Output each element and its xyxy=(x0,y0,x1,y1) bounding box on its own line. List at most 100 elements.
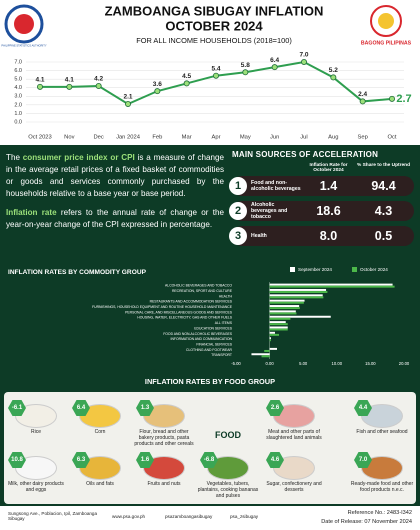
point xyxy=(212,72,219,79)
bar xyxy=(269,301,304,304)
data-label: 4.1 xyxy=(35,77,44,84)
point xyxy=(271,64,278,71)
category-label: ALCOHOLIC BEVERAGES AND TOBACCO xyxy=(165,284,232,288)
category-label: EDUCATION SERVICES xyxy=(194,326,232,330)
inflation-definition: Inflation rate refers to the annual rate… xyxy=(6,207,224,231)
source-row: 2 Alcoholic beverages and tobacco 18.6 4.3 xyxy=(229,201,414,221)
category-label: HEALTH xyxy=(219,294,233,298)
bar xyxy=(269,310,296,313)
x-tick-label: Dec xyxy=(94,135,104,141)
bar xyxy=(269,317,291,320)
data-label: 5.4 xyxy=(211,65,220,72)
x-tick-label: May xyxy=(240,135,251,141)
bar xyxy=(269,321,286,324)
share: 4.3 xyxy=(374,204,393,218)
category-label: TRANSPORT xyxy=(211,353,232,357)
y-tick-label: 0.0 xyxy=(14,119,22,125)
bar xyxy=(269,307,300,310)
sources-title: MAIN SOURCES OF ACCELERATION xyxy=(232,150,379,159)
rank: 1 xyxy=(229,177,247,195)
y-tick-label: 4.0 xyxy=(14,85,22,91)
point xyxy=(359,98,366,105)
y-tick-label: 6.0 xyxy=(14,68,22,74)
x-tick-label: Apr xyxy=(211,135,220,141)
x-tick-label: Sep xyxy=(358,135,368,141)
x-tick-label: Feb xyxy=(152,135,162,141)
data-label: 6.4 xyxy=(270,57,279,64)
bar xyxy=(269,315,331,318)
bar xyxy=(269,283,393,286)
bar xyxy=(269,285,395,288)
sources-header: Inflation Rate for October 2024 % Share … xyxy=(232,163,414,173)
term: Inflation rate xyxy=(6,207,57,217)
bagong-pilipinas-text: BAGONG PILIPINAS xyxy=(361,40,412,46)
bar xyxy=(269,305,300,308)
x-tick-label: -5.00 xyxy=(231,361,241,366)
category-label: CLOTHING AND FOOTWEAR xyxy=(186,348,233,352)
sources-rows: 1 Food and non-alcoholic beverages 1.4 94.4… xyxy=(229,176,414,246)
data-label: 7.0 xyxy=(299,52,308,59)
x-tick-label: Oct xyxy=(387,135,396,141)
y-tick-label: 3.0 xyxy=(14,94,22,100)
point xyxy=(242,69,249,76)
data-label: 2.4 xyxy=(358,91,367,98)
subtitle: FOR ALL INCOME HOUSEHOLDS (2018=100) xyxy=(136,36,292,45)
bar-chart-title: INFLATION RATES BY COMMODITY GROUP xyxy=(8,269,147,276)
share: 0.5 xyxy=(374,229,393,243)
x-tick-label: Jan 2024 xyxy=(116,135,141,141)
text: is a measure of change in the average re… xyxy=(6,153,224,199)
food-panel xyxy=(4,392,416,504)
legend-label: October 2024 xyxy=(360,267,388,272)
data-label: 2.7 xyxy=(396,93,411,105)
category-label: ALL ITEMS xyxy=(215,321,233,325)
point xyxy=(37,83,44,90)
psa-logo-core xyxy=(14,14,34,34)
x-tick-label: 15.00 xyxy=(365,361,376,366)
x-tick-label: Jul xyxy=(300,135,307,141)
category-label: HOUSING, WATER, ELECTRICITY, GAS AND OTH… xyxy=(137,316,232,320)
legend-swatch xyxy=(352,267,357,272)
category-label: PERSONAL CARE, AND MISCELLANEOUS GOODS A… xyxy=(125,310,233,314)
text: The xyxy=(6,153,23,162)
bagong-pilipinas-sun xyxy=(378,13,394,29)
data-label: 5.2 xyxy=(329,67,338,74)
footer: Sungsong Ave., Poblacion, Ipil, Zamboang… xyxy=(0,506,420,530)
psa-logo-text: PHILIPPINE STATISTICS AUTHORITY xyxy=(1,44,46,48)
point xyxy=(183,80,190,87)
x-tick-label: Aug xyxy=(328,135,338,141)
point xyxy=(388,95,395,102)
bar xyxy=(261,355,270,358)
source-label: Food and non-alcoholic beverages xyxy=(251,180,301,192)
twitter: psa_zsibugay xyxy=(230,514,259,519)
website: www.psa.gov.ph xyxy=(112,514,146,519)
data-label: 4.5 xyxy=(182,73,191,80)
term: consumer price index or CPI xyxy=(22,153,135,162)
bar xyxy=(269,326,288,329)
point xyxy=(154,88,161,95)
category-label: FINANCIAL SERVICES xyxy=(196,342,232,346)
release-date: Date of Release: 07 November 2024 xyxy=(321,519,412,525)
y-tick-label: 5.0 xyxy=(14,77,22,83)
x-tick-label: 0.00 xyxy=(266,361,275,366)
bar xyxy=(269,333,280,336)
x-tick-label: Oct 2023 xyxy=(28,135,52,141)
inflation-rate: 18.6 xyxy=(316,204,341,218)
cpi-definition: The consumer price index or CPI is a mea… xyxy=(6,152,224,201)
bar xyxy=(269,331,275,334)
x-tick-label: Nov xyxy=(64,135,74,141)
y-tick-label: 7.0 xyxy=(14,59,22,65)
bar xyxy=(269,347,277,350)
column-header: Inflation Rate for October 2024 xyxy=(309,163,348,173)
legend-swatch xyxy=(290,267,295,272)
legend-label: September 2024 xyxy=(298,267,332,272)
inflation-rate: 1.4 xyxy=(319,179,338,193)
category-label: RECREATION, SPORT AND CULTURE xyxy=(172,289,233,293)
inflation-rate: 8.0 xyxy=(319,229,338,243)
bar xyxy=(251,353,270,356)
x-tick-label: 5.00 xyxy=(299,361,308,366)
title: ZAMBOANGA SIBUGAY INFLATION xyxy=(105,3,324,18)
category-label: FOOD AND NON-ALCOHOLIC BEVERAGES xyxy=(163,332,233,336)
text: refers to the annual rate of change or t… xyxy=(6,207,224,229)
bar xyxy=(269,323,288,326)
